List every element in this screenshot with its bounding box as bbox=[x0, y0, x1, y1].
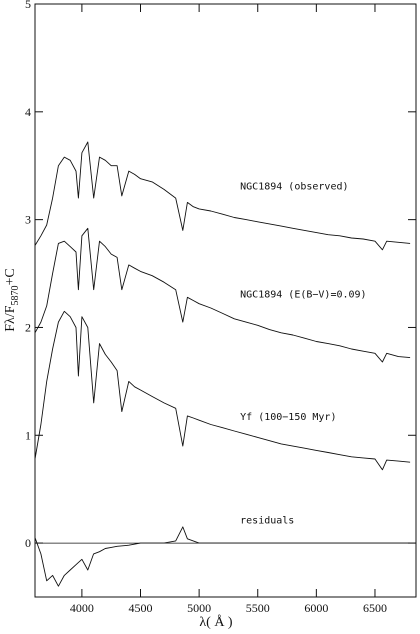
y-tick-label: 4 bbox=[25, 105, 31, 119]
annotation-3: Yf (100−150 Myr) bbox=[240, 412, 336, 423]
x-tick-label: 6500 bbox=[363, 601, 387, 615]
y-axis-label-sub: 5870 bbox=[10, 285, 21, 305]
x-tick-label: 5000 bbox=[187, 601, 211, 615]
y-axis-label-main: Fλ/F bbox=[3, 305, 18, 331]
x-tick-label: 5500 bbox=[246, 601, 270, 615]
x-tick-label: 6000 bbox=[304, 601, 328, 615]
series-line-2 bbox=[34, 227, 411, 363]
x-axis-label: λ( Å ) bbox=[199, 614, 233, 630]
annotation-2: NGC1894 (E(B−V)=0.09) bbox=[240, 289, 366, 300]
y-axis-label: Fλ/F5870+C bbox=[3, 268, 21, 331]
y-axis-label-tail: +C bbox=[3, 268, 18, 285]
y-tick-label: 1 bbox=[25, 428, 31, 442]
series-line-3 bbox=[34, 310, 411, 471]
series-line-1 bbox=[34, 141, 411, 251]
y-tick-label: 3 bbox=[25, 213, 31, 227]
y-tick-label: 2 bbox=[25, 320, 31, 334]
plot-frame bbox=[34, 3, 417, 598]
y-tick-label: 5 bbox=[25, 0, 31, 11]
y-tick-label: 0 bbox=[25, 536, 31, 550]
x-tick-label: 4000 bbox=[70, 601, 94, 615]
series-line-4 bbox=[34, 526, 411, 587]
annotation-1: NGC1894 (observed) bbox=[240, 181, 348, 192]
annotation-4: residuals bbox=[240, 516, 294, 527]
x-tick-label: 4500 bbox=[129, 601, 153, 615]
